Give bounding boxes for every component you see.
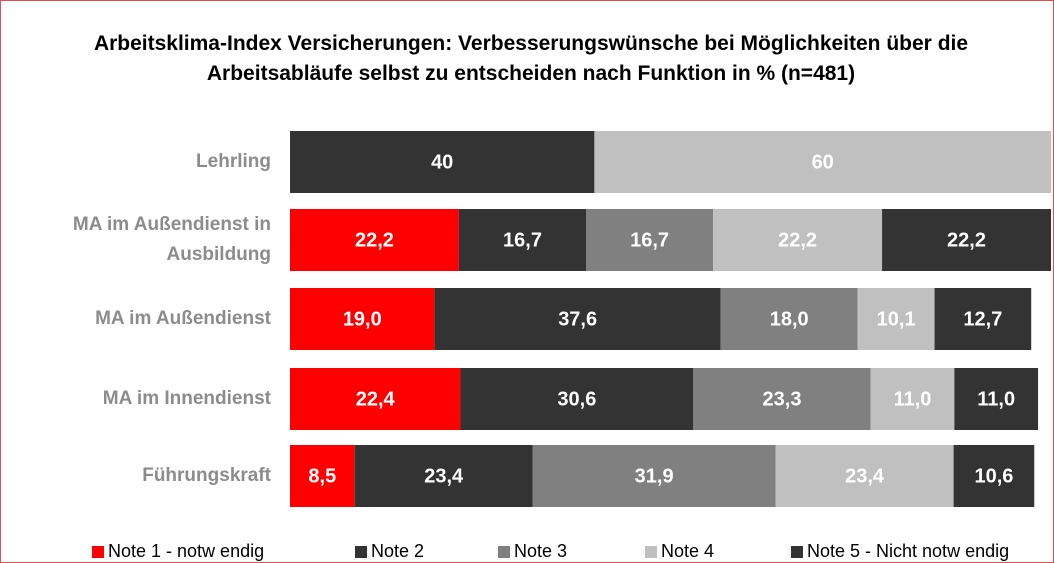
legend-label: Note 1 - notw endig xyxy=(108,541,265,561)
bar-segment xyxy=(290,368,461,430)
value-label: 19,0 xyxy=(343,308,382,330)
legend-label: Note 3 xyxy=(514,541,568,561)
value-label: 10,6 xyxy=(974,465,1013,487)
bar-segment xyxy=(953,445,1035,507)
bar-segment xyxy=(586,209,714,271)
bar-segment xyxy=(290,288,435,350)
chart-title: Arbeitsklima-Index Versicherungen: Verbe… xyxy=(93,32,969,85)
bar-segment xyxy=(720,288,858,350)
bar-segment xyxy=(934,288,1032,350)
value-label: 16,7 xyxy=(503,229,542,251)
value-label: 22,2 xyxy=(947,229,986,251)
bar-segment xyxy=(532,445,776,507)
value-label: 11,0 xyxy=(977,388,1015,410)
value-label: 12,7 xyxy=(963,308,1002,330)
value-label: 16,7 xyxy=(630,229,669,251)
legend-item: Note 1 - notw endig xyxy=(92,541,264,562)
bar-segment xyxy=(458,209,587,271)
bar-segment xyxy=(857,288,935,350)
category-label: Führungskraft xyxy=(142,465,271,486)
bar-segment xyxy=(354,445,533,507)
category-label: MA im Innendienst xyxy=(102,388,271,409)
bar-segment xyxy=(594,131,1051,193)
legend-swatch xyxy=(92,545,104,558)
legend-label: Note 2 xyxy=(371,541,425,561)
legend-swatch xyxy=(791,545,803,558)
category-label: MA im Außendienst in Ausbildung xyxy=(72,214,271,265)
value-label: 60 xyxy=(812,151,834,173)
value-label: 23,4 xyxy=(424,465,464,487)
value-label: 40 xyxy=(431,151,453,173)
bar-segment xyxy=(882,209,1051,271)
bar-segment xyxy=(290,445,355,507)
bar-segment xyxy=(290,209,459,271)
legend-swatch xyxy=(355,545,367,558)
value-label: 22,4 xyxy=(356,388,396,410)
bar-segment xyxy=(775,445,954,507)
legend-item: Note 4 xyxy=(645,541,714,562)
value-label: 8,5 xyxy=(308,465,336,487)
bar-segment xyxy=(713,209,883,271)
bar-segment xyxy=(870,368,955,430)
value-label: 23,4 xyxy=(845,465,885,487)
legend-label: Note 5 - Nicht notw endig xyxy=(807,541,1010,561)
bar-segment xyxy=(460,368,694,430)
category-label: MA im Außendienst xyxy=(95,308,271,329)
value-label: 31,9 xyxy=(635,465,674,487)
value-label: 10,1 xyxy=(877,308,916,330)
legend-swatch xyxy=(498,545,510,558)
value-label: 22,2 xyxy=(355,229,394,251)
value-label: 30,6 xyxy=(557,388,596,410)
bar-segment xyxy=(693,368,871,430)
value-label: 22,2 xyxy=(778,229,817,251)
legend-item: Note 2 xyxy=(355,541,424,562)
value-label: 23,3 xyxy=(763,388,802,410)
bar-segment xyxy=(434,288,721,350)
bar-segment xyxy=(290,131,595,193)
legend-item: Note 3 xyxy=(498,541,567,562)
legend-label: Note 4 xyxy=(661,541,715,561)
bar-segment xyxy=(954,368,1039,430)
value-label: 37,6 xyxy=(558,308,597,330)
category-label: Lehrling xyxy=(196,151,271,172)
legend-item: Note 5 - Nicht notw endig xyxy=(791,541,1009,562)
legend-swatch xyxy=(645,545,657,558)
value-label: 18,0 xyxy=(770,308,809,330)
value-label: 11,0 xyxy=(894,388,932,410)
